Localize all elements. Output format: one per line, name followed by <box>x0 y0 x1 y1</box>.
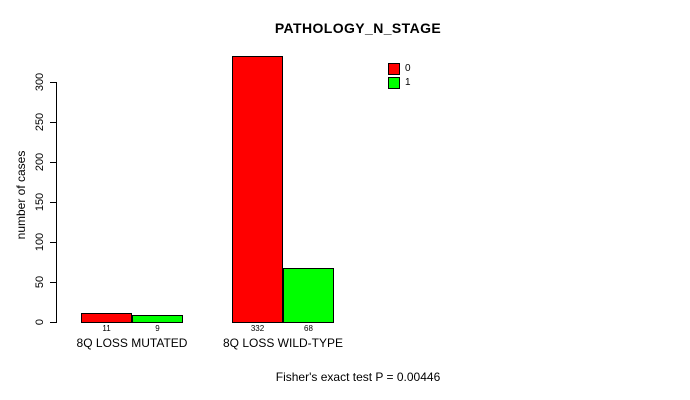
bar <box>132 314 183 323</box>
legend-label: 1 <box>405 77 411 88</box>
bar-value-label: 332 <box>250 324 265 333</box>
y-tick-label: 50 <box>34 275 46 289</box>
bar <box>81 313 132 323</box>
y-tick-label: 300 <box>34 72 46 92</box>
legend-item: 1 <box>388 77 411 89</box>
y-tick-label: 100 <box>34 232 46 252</box>
y-tick <box>50 282 56 283</box>
y-tick-label: 150 <box>34 192 46 212</box>
y-tick <box>50 242 56 243</box>
legend-swatch-icon <box>388 63 400 75</box>
y-axis-label: number of cases <box>14 150 28 240</box>
x-category-label: 8Q LOSS WILD-TYPE <box>222 336 344 350</box>
bar <box>283 267 334 323</box>
y-tick <box>50 322 56 323</box>
bar <box>232 56 283 323</box>
y-tick-label: 250 <box>34 112 46 132</box>
legend-swatch-icon <box>388 77 400 89</box>
bar-value-label: 68 <box>304 324 313 333</box>
legend-item: 0 <box>388 63 411 75</box>
chart-title: PATHOLOGY_N_STAGE <box>274 20 442 36</box>
bar-value-label: 11 <box>102 324 111 333</box>
y-tick <box>50 162 56 163</box>
x-category-label: 8Q LOSS MUTATED <box>76 336 188 350</box>
y-axis-line <box>56 82 57 323</box>
y-tick <box>50 202 56 203</box>
y-tick-label: 200 <box>34 152 46 172</box>
bar-value-label: 9 <box>155 324 160 333</box>
y-tick-label: 0 <box>34 318 46 326</box>
y-tick <box>50 122 56 123</box>
legend-label: 0 <box>405 63 411 74</box>
y-tick <box>50 82 56 83</box>
stat-annotation: Fisher's exact test P = 0.00446 <box>275 370 441 384</box>
